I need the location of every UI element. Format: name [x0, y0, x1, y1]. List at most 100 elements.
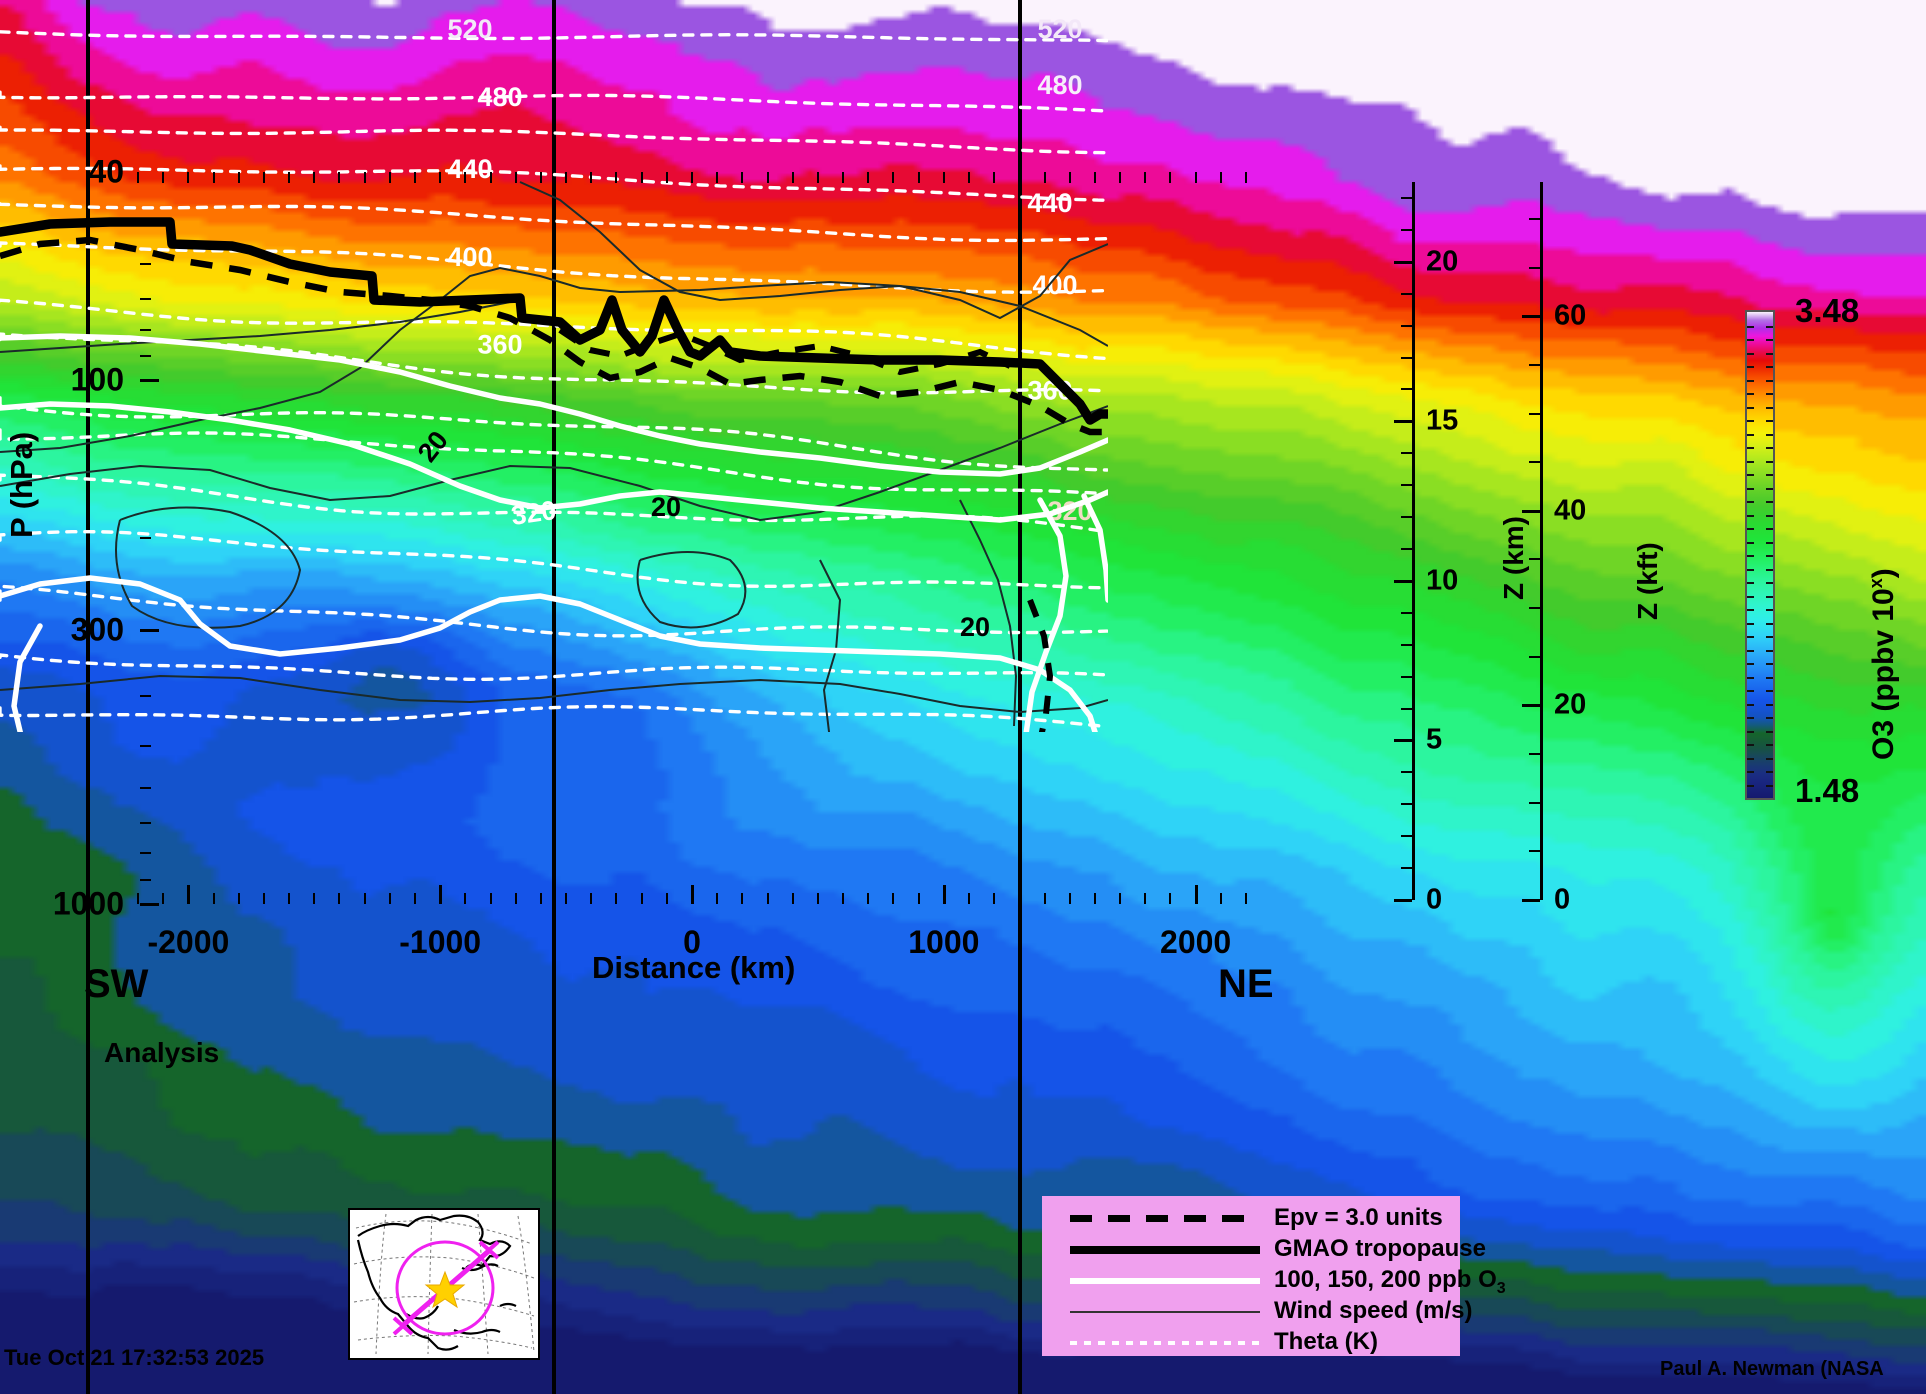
- colorbar-tick: [1747, 663, 1754, 665]
- colorbar-tick: [1747, 366, 1754, 368]
- legend-line-sample: [1070, 1295, 1260, 1327]
- colorbar: [1745, 310, 1775, 800]
- colorbar-tick: [1766, 730, 1773, 733]
- theta-contour: [0, 584, 1108, 638]
- wind-speed-contour: [959, 499, 1018, 727]
- colorbar-tick: [1747, 609, 1754, 611]
- z-kft-axis-title: Z (kft): [1632, 542, 1663, 620]
- colorbar-tick: [1766, 595, 1773, 598]
- theta-label-480b: 480: [1037, 70, 1082, 100]
- legend-label: Epv = 3.0 units: [1274, 1204, 1443, 1231]
- colorbar-tick: [1747, 703, 1754, 706]
- x-axis-top-tick: [539, 172, 542, 183]
- colorbar-tick: [1747, 555, 1754, 557]
- wind-speed-contour: [519, 181, 1108, 347]
- y-axis-tick: [140, 379, 159, 383]
- wind-speed-contour: [0, 243, 1108, 453]
- legend-label: 100, 150, 200 ppb O3: [1274, 1266, 1506, 1297]
- z-km-tick: [1394, 260, 1412, 264]
- x-axis-tick: [867, 893, 870, 904]
- wind-speed-contour: [0, 299, 521, 353]
- x-axis-top-tick: [1245, 172, 1247, 183]
- x-axis-top-tick: [414, 172, 416, 183]
- z-km-tick: [1401, 835, 1412, 838]
- z-km-label: 5: [1426, 723, 1443, 756]
- z-km-tick: [1401, 356, 1412, 359]
- x-axis-tick: [237, 893, 240, 904]
- z-kft-tick: [1529, 266, 1540, 269]
- colorbar-tick: [1747, 771, 1754, 773]
- ozone-threshold-contour: [0, 575, 1098, 732]
- x-axis-tick: [565, 893, 568, 904]
- ne-endpoint-label: NE: [1218, 962, 1274, 1006]
- x-axis-tick: [514, 893, 517, 904]
- legend-line-sample: [1070, 1202, 1260, 1234]
- colorbar-tick: [1747, 460, 1754, 463]
- legend-entry: 100, 150, 200 ppb O3: [1042, 1264, 1506, 1297]
- x-axis-top-tick: [439, 172, 442, 183]
- theta-contour: [0, 90, 1108, 113]
- z-km-label: 0: [1426, 883, 1443, 916]
- x-axis-top-tick: [665, 172, 668, 183]
- z-km-tick: [1401, 547, 1412, 550]
- colorbar-tick: [1747, 744, 1754, 746]
- x-axis-top-tick: [288, 172, 291, 183]
- theta-label-360: 360: [477, 329, 522, 359]
- y-axis-label: 300: [70, 611, 124, 648]
- x-axis-top-tick: [917, 172, 920, 183]
- x-axis-label: 2000: [1160, 924, 1232, 960]
- y-axis-tick: [140, 903, 159, 906]
- y-axis-tick: [140, 694, 151, 697]
- x-axis-top-tick: [615, 172, 618, 183]
- x-axis-top-tick: [338, 172, 341, 183]
- z-kft-tick: [1522, 704, 1540, 708]
- z-km-tick: [1401, 388, 1412, 391]
- wind-speed-contour: [819, 559, 842, 732]
- x-axis-top-tick: [892, 172, 895, 183]
- x-axis-top-tick: [1144, 172, 1147, 183]
- x-axis-tick: [615, 893, 618, 904]
- x-axis-top-tick: [363, 172, 366, 183]
- colorbar-tick: [1747, 420, 1754, 422]
- x-axis-tick: [338, 893, 341, 904]
- y-axis-tick: [140, 629, 159, 633]
- z-km-label: 20: [1426, 245, 1459, 278]
- y-axis-tick: [140, 537, 151, 539]
- colorbar-tick: [1766, 609, 1773, 611]
- timestamp: Tue Oct 21 17:32:53 2025: [4, 1345, 265, 1370]
- theta-label-440: 440: [447, 154, 492, 184]
- z-km-tick: [1401, 452, 1412, 455]
- x-axis-top-tick: [640, 172, 643, 183]
- x-axis-top-tick: [162, 172, 165, 183]
- x-axis-tick: [716, 893, 719, 904]
- colorbar-tick: [1766, 393, 1773, 395]
- z-kft-tick: [1529, 850, 1540, 853]
- theta-label-440b: 440: [1027, 188, 1072, 218]
- colorbar-tick: [1766, 406, 1773, 409]
- x-axis-top-tick: [187, 172, 190, 183]
- z-kft-label: 20: [1554, 688, 1587, 721]
- x-axis-top-tick: [212, 172, 215, 183]
- x-axis-tick: [1093, 893, 1096, 904]
- x-axis-label: -1000: [399, 924, 482, 960]
- x-axis-top-tick: [993, 172, 996, 183]
- z-km-tick: [1401, 675, 1412, 678]
- legend-label: GMAO tropopause: [1274, 1235, 1487, 1262]
- colorbar-tick: [1747, 690, 1754, 692]
- distance-marker-line: [86, 0, 91, 1394]
- x-axis-tick: [766, 893, 769, 904]
- ozone-threshold-contour: [0, 333, 1108, 477]
- colorbar-tick: [1747, 568, 1754, 571]
- z-km-label: 10: [1426, 564, 1459, 597]
- ozone-threshold-contour: [1081, 493, 1108, 603]
- z-km-tick: [1401, 196, 1412, 199]
- map-inset: [348, 1208, 540, 1360]
- z-km-tick: [1401, 292, 1412, 295]
- z-km-tick: [1401, 803, 1412, 806]
- analysis-label: Analysis: [104, 1037, 220, 1068]
- x-axis-tick: [363, 893, 366, 904]
- x-axis-tick: [968, 893, 970, 904]
- colorbar-tick: [1747, 784, 1754, 787]
- colorbar-tick: [1747, 636, 1754, 638]
- y-axis-tick: [140, 745, 151, 748]
